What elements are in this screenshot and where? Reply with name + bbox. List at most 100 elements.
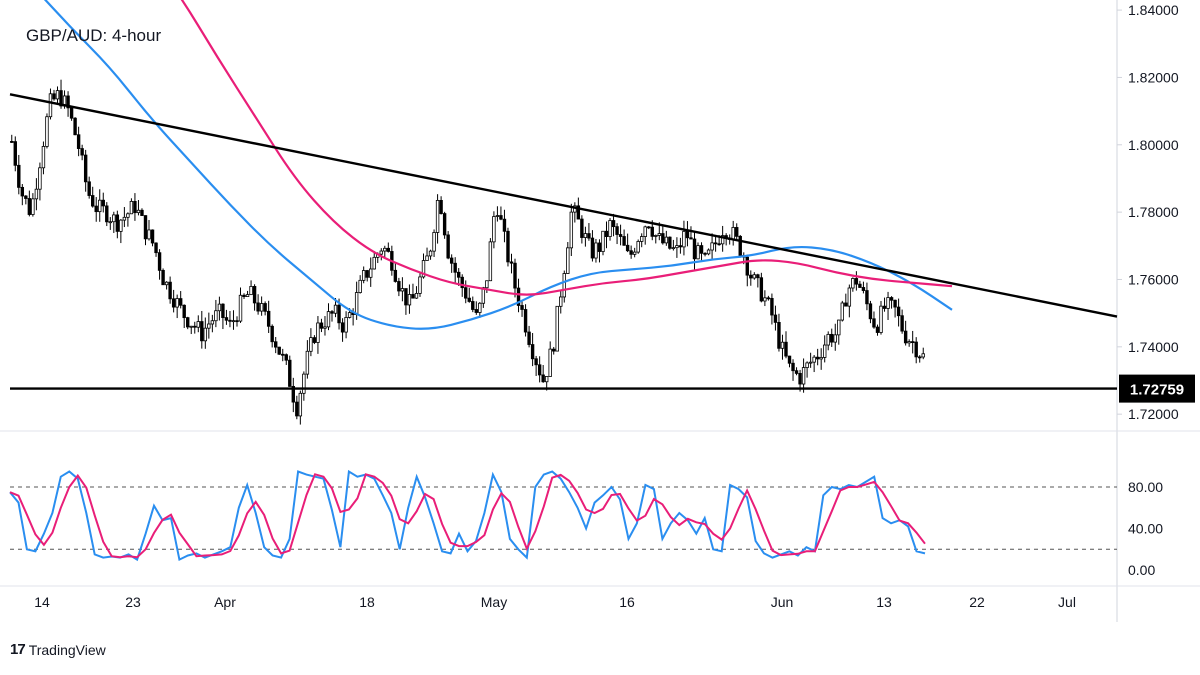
candle xyxy=(101,192,105,213)
candle xyxy=(749,270,753,286)
time-tick-label: 13 xyxy=(876,594,892,610)
candle xyxy=(685,221,690,247)
candle-body xyxy=(73,117,77,136)
candle-body xyxy=(354,292,359,315)
candle-body xyxy=(696,245,700,260)
candle-body xyxy=(414,293,419,299)
candle xyxy=(516,278,521,313)
candle xyxy=(119,219,123,244)
candle xyxy=(861,281,866,294)
candle xyxy=(305,340,310,379)
time-tick-label: Apr xyxy=(214,594,236,610)
candle-body xyxy=(640,236,644,242)
candle-body xyxy=(270,325,274,343)
candle-body xyxy=(492,216,496,243)
candle-body xyxy=(731,227,735,240)
candle xyxy=(513,258,517,298)
candle xyxy=(34,178,39,211)
candle xyxy=(10,134,14,143)
candle xyxy=(826,331,830,351)
candle xyxy=(837,319,841,345)
candle xyxy=(312,335,317,345)
candle xyxy=(428,249,433,260)
candle-body xyxy=(720,235,725,245)
price-tick-label: 1.78000 xyxy=(1128,204,1179,220)
candle xyxy=(52,89,56,101)
candle-body xyxy=(851,278,855,289)
candle-body xyxy=(699,245,704,254)
candle-body xyxy=(632,251,637,255)
candle-body xyxy=(668,236,672,249)
oscillator-tick-label: 0.00 xyxy=(1128,562,1155,578)
axis-frame xyxy=(0,0,1200,622)
candle xyxy=(133,193,137,221)
candle xyxy=(235,316,239,327)
candle xyxy=(471,296,475,313)
candle-body xyxy=(76,134,81,149)
candle xyxy=(640,233,644,248)
candle-body xyxy=(400,288,405,292)
candle-body xyxy=(527,331,531,345)
candle-body xyxy=(256,302,260,312)
candle-body xyxy=(583,233,588,238)
candle-body xyxy=(259,303,264,312)
candle xyxy=(858,280,862,289)
candle-body xyxy=(921,353,925,358)
candle-body xyxy=(872,318,876,328)
candle xyxy=(193,321,197,334)
time-tick-label: Jun xyxy=(771,594,794,610)
candle xyxy=(699,242,704,262)
candle-body xyxy=(119,219,123,232)
candle xyxy=(432,229,436,257)
candle-body xyxy=(284,354,288,361)
candle-body xyxy=(126,213,130,218)
candle xyxy=(231,310,236,330)
candle xyxy=(453,257,457,283)
candle-body xyxy=(20,186,25,197)
candle xyxy=(66,91,70,117)
candle xyxy=(383,245,387,258)
candle xyxy=(277,346,281,355)
candle-body xyxy=(530,344,535,360)
time-tick-label: May xyxy=(481,594,507,610)
candle-body xyxy=(763,297,767,302)
candle xyxy=(281,348,285,362)
candle xyxy=(397,277,401,297)
candle xyxy=(24,195,28,205)
candle xyxy=(541,365,545,383)
candle-body xyxy=(896,306,901,317)
candle xyxy=(270,324,274,348)
candle-body xyxy=(266,310,271,327)
candle xyxy=(791,359,795,381)
candle-body xyxy=(386,247,391,252)
candle-body xyxy=(369,268,373,278)
candle xyxy=(238,287,243,323)
candle xyxy=(249,280,253,296)
candle-body xyxy=(150,229,155,244)
candle-body xyxy=(636,241,640,253)
candle xyxy=(467,287,471,303)
candle-body xyxy=(815,356,820,360)
candle-body xyxy=(474,309,478,313)
candle-body xyxy=(566,247,570,274)
candle xyxy=(896,298,901,327)
tradingview-logo[interactable]: 17 TradingView xyxy=(10,641,106,658)
tradingview-logo-text: TradingView xyxy=(28,641,106,658)
candle xyxy=(242,293,246,299)
candle-body xyxy=(812,356,816,363)
candle-body xyxy=(277,346,281,355)
candle-body xyxy=(780,341,785,349)
candle xyxy=(654,234,658,244)
candle-body xyxy=(629,250,633,255)
candle-body xyxy=(182,304,186,319)
candle-body xyxy=(214,310,218,322)
moving-average-layer xyxy=(43,0,953,330)
candle xyxy=(446,231,450,260)
candle xyxy=(618,224,623,246)
candle xyxy=(713,236,718,252)
candle xyxy=(168,276,172,304)
candle xyxy=(882,297,887,312)
candle-body xyxy=(235,320,239,323)
candle-body xyxy=(844,302,848,307)
candle-body xyxy=(295,401,299,417)
